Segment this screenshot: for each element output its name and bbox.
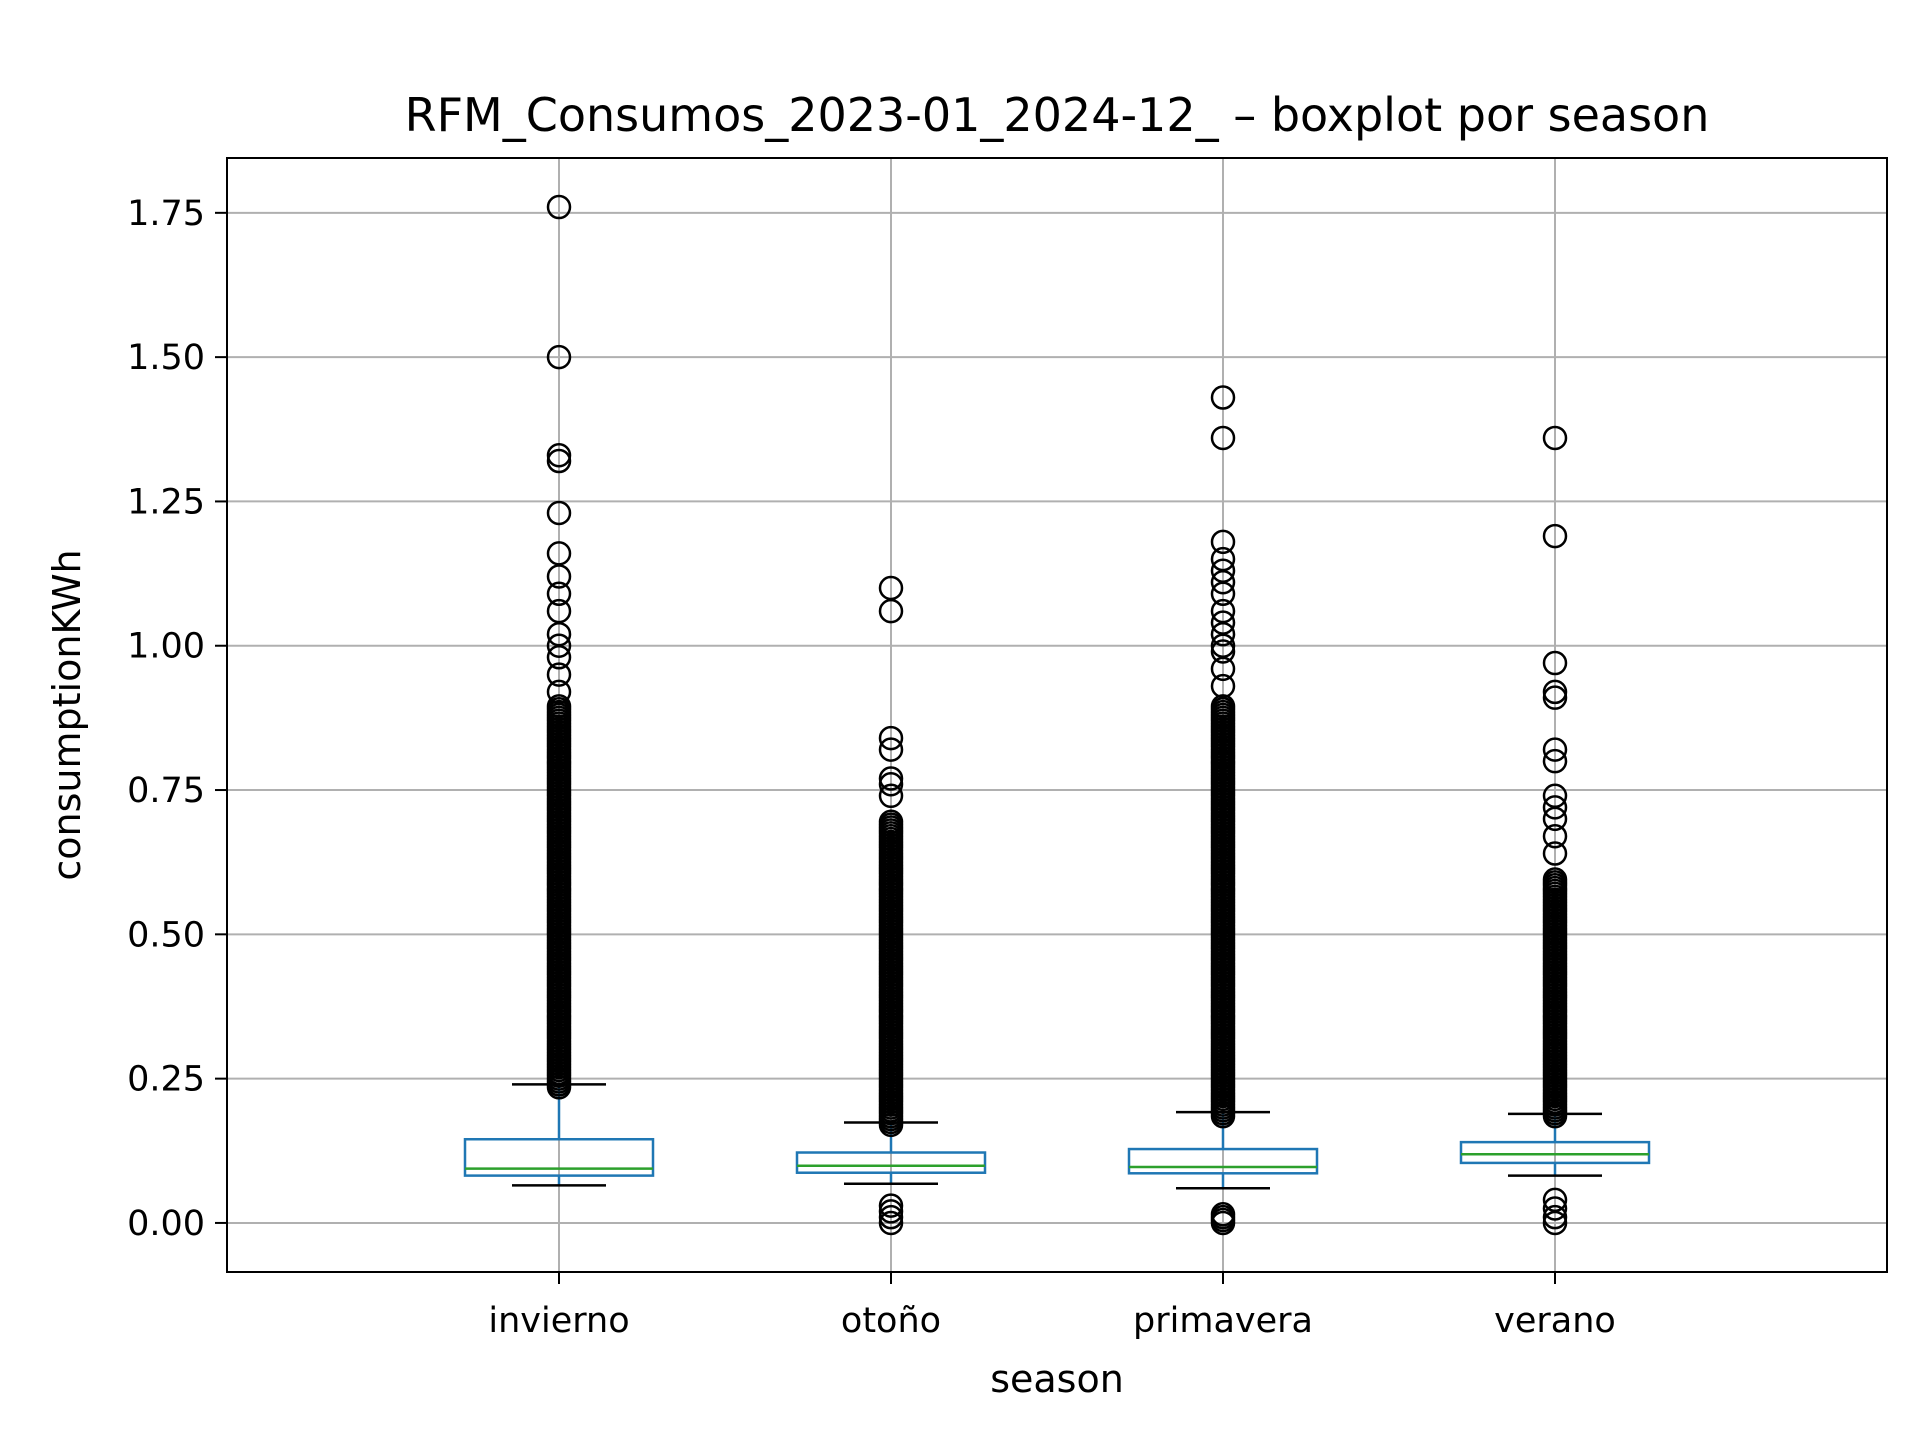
outlier-point	[1542, 823, 1568, 849]
iqr-box	[795, 1151, 987, 1174]
outlier-point	[1210, 385, 1236, 410]
outlier-point	[1542, 795, 1568, 820]
outlier-point	[878, 575, 904, 601]
outlier-point	[878, 1199, 904, 1224]
outlier-point	[878, 766, 904, 791]
y-tick-label: 0.75	[127, 771, 205, 811]
outlier-point	[546, 633, 572, 658]
outlier-point	[1210, 425, 1236, 451]
outlier-point	[1542, 1196, 1568, 1221]
outlier-point	[1210, 639, 1236, 664]
outlier-point	[878, 809, 904, 835]
outlier-point	[1210, 598, 1236, 624]
outlier-point	[1542, 685, 1568, 710]
plot-frame	[226, 157, 1888, 1273]
outlier-point	[1542, 841, 1568, 866]
iqr-box	[1127, 1147, 1319, 1175]
y-tick-label: 1.25	[127, 482, 205, 522]
outlier-point	[1542, 679, 1568, 705]
y-tick-label: 1.50	[127, 338, 205, 378]
outlier-point	[1542, 867, 1568, 892]
outlier-point	[1210, 529, 1236, 555]
y-axis-ticks: 0.00 0.25 0.50 0.75 1.00 1.25 1.50 1.75	[127, 194, 227, 1244]
outlier-point	[878, 783, 904, 809]
outlier-point	[1542, 783, 1568, 809]
outlier-point	[1542, 1204, 1568, 1230]
outlier-point	[546, 443, 572, 468]
outlier-point	[1542, 737, 1568, 762]
outlier-point	[546, 679, 572, 705]
outlier-point	[546, 194, 572, 220]
outliers-primavera	[1210, 385, 1236, 1236]
outlier-point	[1210, 673, 1236, 699]
outlier-point	[1210, 1202, 1236, 1227]
grid-lines	[227, 158, 1887, 1272]
outliers-verano	[1542, 425, 1568, 1236]
outlier-point	[546, 598, 572, 624]
outlier-point	[1210, 694, 1236, 719]
outliers-invierno	[546, 194, 572, 1100]
chart-title: RFM_Consumos_2023-01_2024-12_ – boxplot …	[405, 88, 1710, 142]
x-tick-label: invierno	[488, 1301, 629, 1341]
outlier-point	[1542, 523, 1568, 549]
outlier-point	[546, 694, 572, 719]
outlier-point	[546, 581, 572, 607]
outlier-point	[878, 725, 904, 751]
x-tick-label: primavera	[1133, 1301, 1313, 1341]
outlier-point	[878, 737, 904, 762]
outlier-point	[1210, 558, 1236, 583]
outlier-point	[546, 541, 572, 566]
outlier-point	[1542, 425, 1568, 451]
iqr-box	[1459, 1140, 1651, 1165]
outlier-point	[878, 1210, 904, 1236]
y-tick-label: 1.00	[127, 627, 205, 667]
outlier-point	[1542, 748, 1568, 774]
outlier-point	[546, 500, 572, 526]
boxes	[463, 1083, 1651, 1190]
x-axis-label: season	[990, 1357, 1124, 1401]
y-tick-label: 0.25	[127, 1060, 205, 1100]
outlier-point	[546, 344, 572, 370]
outlier-points	[546, 194, 1568, 1236]
outlier-point	[878, 1204, 904, 1230]
outlier-point	[878, 772, 904, 797]
y-axis-label: consumptionKWh	[45, 549, 89, 880]
y-tick-label: 0.00	[127, 1204, 205, 1244]
x-tick-label: verano	[1494, 1301, 1616, 1341]
outlier-point	[1210, 610, 1236, 635]
outlier-point	[1542, 1187, 1568, 1213]
x-tick-label: otoño	[841, 1301, 941, 1341]
y-tick-label: 1.75	[127, 194, 205, 234]
outlier-point	[546, 448, 572, 474]
outlier-point	[1542, 650, 1568, 676]
outlier-point	[878, 1193, 904, 1218]
outlier-point	[1210, 546, 1236, 572]
outlier-point	[546, 662, 572, 687]
outliers-otoño	[878, 575, 904, 1236]
x-axis-ticks: invierno otoño primavera verano	[488, 1272, 1616, 1341]
y-tick-label: 0.50	[127, 915, 205, 955]
box-otoño	[795, 1121, 987, 1185]
iqr-box	[463, 1137, 655, 1177]
